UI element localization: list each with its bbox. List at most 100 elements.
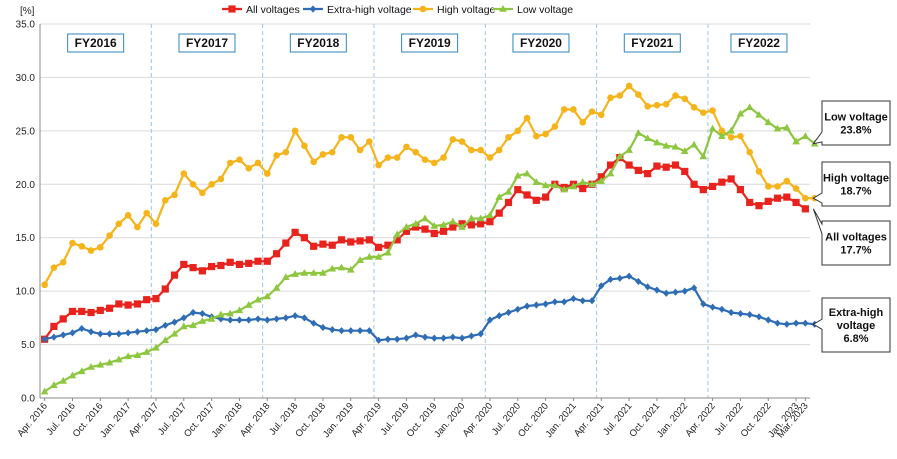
data-point [533, 132, 540, 140]
data-point [199, 189, 206, 197]
data-point [709, 303, 716, 311]
data-point [745, 103, 754, 111]
data-point [319, 268, 327, 276]
data-point [375, 161, 382, 169]
data-point [699, 186, 707, 194]
data-point [180, 170, 188, 177]
data-point [245, 316, 252, 324]
series-high-voltage [41, 82, 818, 289]
data-point [393, 335, 401, 343]
legend-marker [499, 5, 507, 12]
data-point [588, 297, 596, 305]
data-point [50, 264, 58, 271]
fiscal-year-label: FY2019 [409, 36, 451, 50]
data-point [272, 250, 281, 258]
data-point [134, 223, 141, 231]
data-point [189, 180, 197, 188]
data-point [347, 133, 355, 141]
data-point [570, 295, 577, 303]
data-point [41, 335, 48, 343]
data-point [486, 211, 494, 219]
data-point [700, 109, 707, 116]
data-point [402, 223, 411, 230]
x-tick-label: Apr. 2017 [127, 401, 162, 439]
fiscal-year-badge: FY2017 [178, 33, 236, 53]
data-point [467, 221, 475, 229]
data-point [690, 140, 698, 148]
data-point [783, 123, 791, 131]
data-point [78, 307, 86, 316]
data-point [486, 154, 494, 161]
data-point [588, 108, 596, 115]
data-point [291, 127, 299, 135]
data-point [699, 152, 708, 160]
data-point [97, 330, 104, 338]
data-point [356, 256, 364, 263]
data-point [207, 314, 216, 322]
series-extra-high-voltage [41, 272, 818, 344]
fiscal-year-box [67, 33, 125, 53]
data-point [421, 333, 429, 341]
data-point [662, 141, 671, 149]
data-point [421, 225, 429, 233]
data-point [170, 271, 179, 279]
data-point [477, 220, 485, 228]
legend-label: High voltage [437, 4, 496, 16]
data-point [625, 82, 633, 90]
data-point [291, 312, 299, 320]
data-point [551, 123, 559, 130]
data-point [78, 324, 85, 333]
data-point [272, 283, 281, 291]
fiscal-year-badge: FY2016 [67, 33, 125, 53]
data-point [476, 214, 485, 222]
data-point [179, 322, 188, 330]
data-point [598, 282, 605, 290]
data-point [663, 289, 670, 297]
data-point [653, 286, 661, 294]
data-point [152, 295, 160, 303]
data-point [69, 239, 76, 247]
data-point [337, 263, 346, 271]
data-point [375, 243, 383, 251]
legend-item: Low voltage [493, 4, 573, 16]
legend-item: All voltages [222, 4, 300, 16]
data-point [161, 285, 169, 293]
data-point [50, 333, 58, 341]
data-point [412, 223, 420, 231]
data-point [310, 319, 317, 327]
callout-label-line: voltage [837, 320, 876, 332]
data-point [97, 244, 104, 251]
data-point [802, 194, 809, 202]
data-point [541, 181, 550, 189]
data-point [106, 232, 113, 239]
data-point [393, 236, 401, 244]
data-point [579, 184, 587, 193]
data-point [105, 358, 114, 366]
data-point [671, 161, 680, 169]
data-point [421, 156, 429, 164]
data-point [477, 330, 484, 338]
data-point [681, 95, 689, 103]
y-tick-label: 15.0 [16, 233, 36, 244]
data-point [597, 173, 605, 181]
data-point [291, 270, 299, 277]
data-point [68, 307, 77, 316]
callout-label: High voltage [823, 173, 889, 185]
data-point [300, 268, 309, 276]
data-point [69, 329, 76, 337]
data-point [644, 283, 651, 291]
data-point [662, 100, 670, 108]
data-point [486, 316, 494, 324]
data-point [106, 330, 113, 338]
x-tick-label: Apr. 2019 [349, 401, 384, 439]
data-point [792, 185, 800, 192]
data-point [403, 143, 410, 151]
data-point [143, 296, 151, 304]
x-tick-label: Apr. 2018 [238, 401, 273, 439]
data-point [495, 209, 503, 217]
fiscal-year-badge: FY2021 [623, 33, 681, 53]
data-point [291, 228, 299, 236]
callout-label: Low voltage [824, 112, 888, 124]
